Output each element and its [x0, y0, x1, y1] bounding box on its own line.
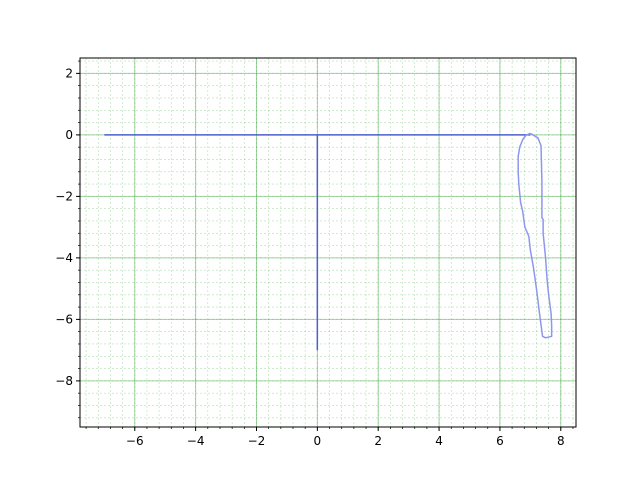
x-tick-label: −6: [126, 434, 144, 448]
x-tick-label: 8: [557, 434, 565, 448]
series-line-3: [517, 132, 553, 339]
x-tick-label: −2: [248, 434, 266, 448]
x-tick-label: −4: [187, 434, 205, 448]
axes-frame: [79, 57, 577, 428]
y-axis-ticks: 2 0 −2 −4 −6 −8: [55, 60, 80, 419]
y-tick-label: 0: [65, 128, 73, 142]
minor-grid: [80, 58, 576, 427]
x-tick-label: 4: [435, 434, 443, 448]
y-tick-label: −6: [55, 312, 73, 326]
y-tick-label: 2: [65, 66, 73, 80]
x-tick-label: 0: [314, 434, 322, 448]
x-axis-ticks: −6 −4 −2 0 2 4 6 8: [85, 427, 574, 448]
y-tick-label: −8: [55, 374, 73, 388]
x-tick-label: 6: [496, 434, 504, 448]
series-layer: [104, 132, 553, 351]
y-tick-label: −4: [55, 251, 73, 265]
x-tick-label: 2: [374, 434, 382, 448]
y-tick-label: −2: [55, 189, 73, 203]
